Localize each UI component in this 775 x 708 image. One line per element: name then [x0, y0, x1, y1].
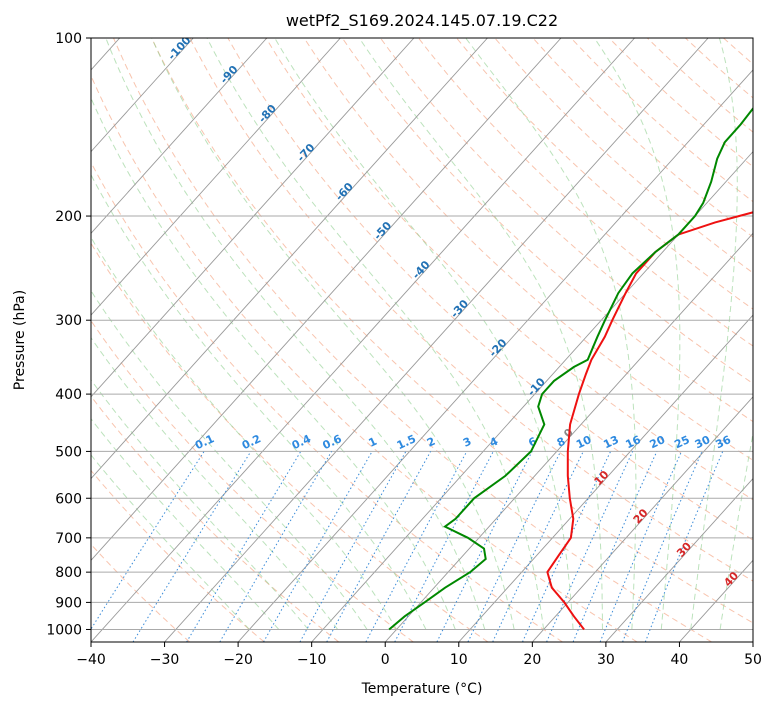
mixing-ratio-line: [132, 451, 252, 642]
background-lines: [91, 38, 753, 642]
dry-adiabat: [189, 38, 753, 582]
x-tick-label: 10: [450, 652, 468, 668]
profile-line: [546, 211, 753, 631]
moist-adiabat: [105, 38, 486, 630]
moist-adiabat: [91, 454, 250, 630]
moist-adiabat: [91, 236, 397, 630]
mixing-ratio-label: 25: [672, 433, 691, 451]
isotherm-line: [91, 38, 562, 561]
y-axis-title: Pressure (hPa): [12, 290, 28, 390]
x-tick-label: 50: [744, 652, 762, 668]
isotherm-line: [237, 69, 753, 642]
moist-adiabat: [91, 96, 456, 630]
dry-adiabat: [456, 38, 753, 310]
y-axis: 100 200 300 400 500 600 700 800 900 1000: [46, 31, 91, 638]
mixing-ratio-line: [91, 451, 205, 630]
profile-line: [388, 106, 753, 631]
mixing-ratio-line: [599, 451, 682, 642]
plot-area: [91, 38, 753, 642]
profiles: [388, 106, 753, 631]
mixing-ratio-line: [546, 451, 634, 642]
isotherm-line: [458, 314, 753, 642]
isotherm-line: [91, 38, 341, 316]
mixing-ratio-label: 20: [648, 433, 668, 451]
dry-adiabat: [303, 38, 753, 461]
dry-adiabat: [91, 543, 190, 642]
x-axis-title: Temperature (°C): [361, 681, 483, 697]
moist-adiabat: [91, 379, 309, 630]
mixing-ratio-label: 10: [574, 433, 594, 451]
mixing-ratio-label: 30: [693, 433, 713, 451]
mixing-ratio-line: [622, 451, 703, 642]
mixing-ratio-line: [263, 451, 373, 642]
dry-adiabat: [91, 395, 340, 642]
plot-frame: [90, 37, 754, 643]
moist-adiabat: [91, 173, 427, 630]
dry-adiabat: [151, 38, 753, 624]
isotherm-line: [91, 38, 488, 480]
chart-title: wetPf2_S169.2024.145.07.19.C22: [286, 11, 558, 31]
moist-adiabat: [593, 38, 681, 630]
mixing-ratio-label: 36: [714, 433, 734, 451]
dry-adiabat: [265, 38, 753, 501]
moist-adiabat: [690, 38, 738, 630]
mixing-ratio-line: [299, 451, 407, 642]
isotherm-line: [384, 232, 753, 642]
dry-adiabat: [113, 38, 712, 642]
y-tick-label: 200: [55, 209, 82, 225]
y-tick-label: 900: [55, 595, 82, 611]
mixing-ratio-label: 16: [624, 433, 644, 451]
moist-adiabat: [719, 430, 753, 630]
y-tick-label: 600: [55, 491, 82, 507]
isotherm-line: [91, 38, 415, 398]
mixing-ratio-line: [326, 451, 432, 642]
mixing-ratio-line: [644, 451, 724, 642]
isotherm-line: [164, 38, 709, 642]
y-tick-label: 300: [55, 313, 82, 329]
isotherm-line: [91, 38, 635, 642]
isotherm-line: [311, 150, 753, 642]
x-tick-label: −20: [223, 652, 253, 668]
x-tick-label: 0: [381, 652, 390, 668]
moist-adiabat: [206, 38, 545, 630]
x-axis: −40 −30 −20 −10 0 10 20 30 40 50: [76, 642, 762, 668]
y-tick-label: 700: [55, 531, 82, 547]
y-tick-label: 1000: [46, 622, 82, 638]
dry-adiabat: [91, 161, 563, 642]
y-tick-label: 800: [55, 565, 82, 581]
mixing-ratio-line: [436, 451, 533, 642]
moist-adiabat: [151, 38, 515, 630]
moist-adiabat: [91, 289, 368, 630]
moist-adiabat: [91, 418, 280, 630]
dry-adiabat: [91, 469, 265, 642]
x-tick-label: 20: [523, 652, 541, 668]
moist-adiabat: [91, 336, 339, 630]
y-tick-label: 400: [55, 387, 82, 403]
y-tick-label: 100: [55, 31, 82, 47]
isotherm-line: [91, 38, 268, 235]
x-tick-label: 30: [597, 652, 615, 668]
x-tick-label: 40: [671, 652, 689, 668]
moist-adiabat: [465, 38, 637, 630]
isotherm-line: [531, 396, 753, 642]
x-tick-label: −10: [297, 652, 327, 668]
moist-adiabat: [274, 38, 574, 630]
isotherm-line: [605, 477, 753, 642]
moist-adiabat: [358, 38, 603, 630]
mixing-ratio-label: 13: [601, 433, 620, 451]
mixing-ratio-line: [572, 451, 658, 642]
y-tick-label: 500: [55, 444, 82, 460]
isotherm-line: [91, 38, 194, 153]
x-tick-label: −40: [76, 652, 106, 668]
x-tick-label: −30: [150, 652, 180, 668]
